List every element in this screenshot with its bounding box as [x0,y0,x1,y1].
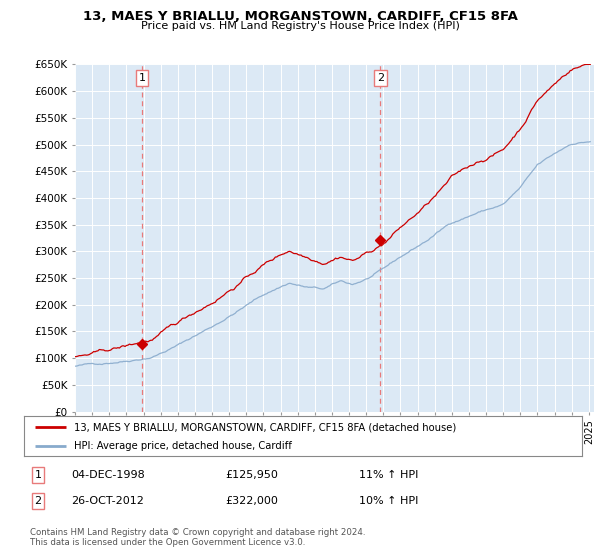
Text: 13, MAES Y BRIALLU, MORGANSTOWN, CARDIFF, CF15 8FA (detached house): 13, MAES Y BRIALLU, MORGANSTOWN, CARDIFF… [74,422,457,432]
Text: 04-DEC-1998: 04-DEC-1998 [71,470,145,480]
Text: 2: 2 [377,73,384,83]
Text: 2: 2 [34,496,41,506]
Text: 10% ↑ HPI: 10% ↑ HPI [359,496,418,506]
Text: HPI: Average price, detached house, Cardiff: HPI: Average price, detached house, Card… [74,441,292,451]
Text: Contains HM Land Registry data © Crown copyright and database right 2024.
This d: Contains HM Land Registry data © Crown c… [29,528,365,547]
Text: £322,000: £322,000 [225,496,278,506]
Text: £125,950: £125,950 [225,470,278,480]
Text: 26-OCT-2012: 26-OCT-2012 [71,496,145,506]
Text: Price paid vs. HM Land Registry's House Price Index (HPI): Price paid vs. HM Land Registry's House … [140,21,460,31]
Text: 13, MAES Y BRIALLU, MORGANSTOWN, CARDIFF, CF15 8FA: 13, MAES Y BRIALLU, MORGANSTOWN, CARDIFF… [83,10,517,23]
Text: 1: 1 [34,470,41,480]
Text: 11% ↑ HPI: 11% ↑ HPI [359,470,418,480]
Text: 1: 1 [139,73,146,83]
